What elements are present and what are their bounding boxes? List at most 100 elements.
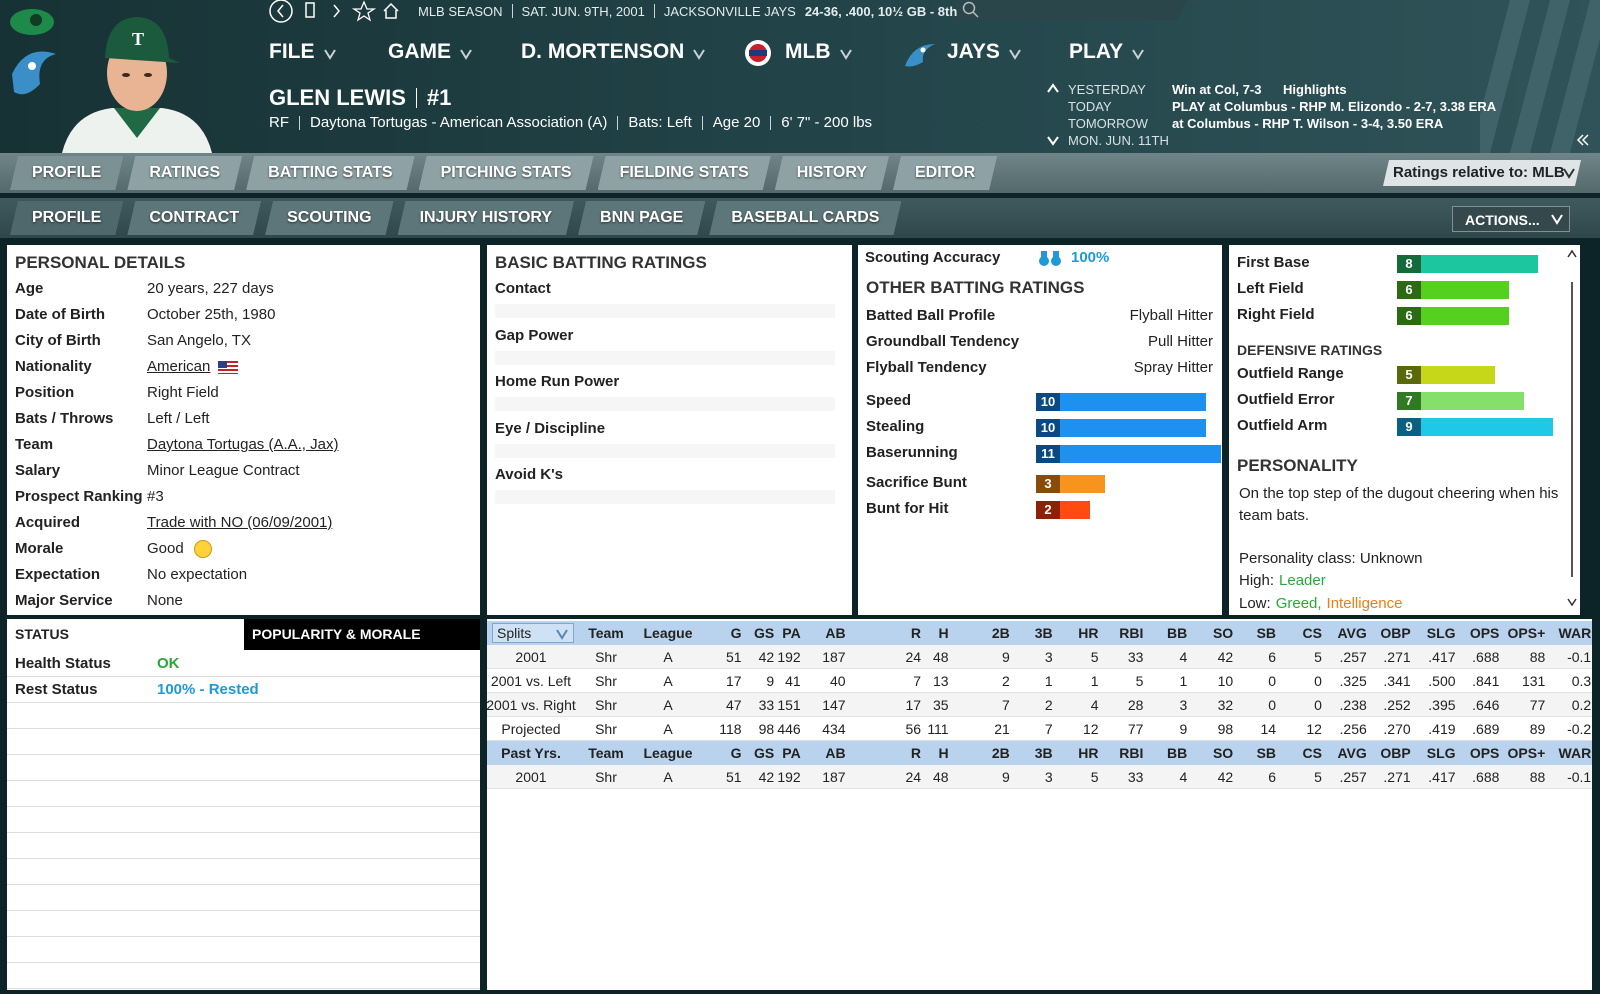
status-season: MLB SEASON <box>418 3 503 19</box>
detail-label: Salary <box>15 462 61 479</box>
ratings-relative-dropdown[interactable]: Ratings relative to: MLB <box>1383 160 1581 186</box>
table-cell: 118 <box>719 721 742 737</box>
table-cell: 1 <box>1044 673 1053 689</box>
schedule-text: PLAY at Columbus - RHP M. Elizondo - 2-7… <box>1172 99 1497 114</box>
table-cell: 51 <box>725 649 742 665</box>
tab[interactable]: PROFILE <box>10 156 123 190</box>
position-label: First Base <box>1237 254 1310 271</box>
column-header: OPS+ <box>1507 745 1546 761</box>
detail-value: October 25th, 1980 <box>147 306 276 323</box>
detail-value[interactable]: Daytona Tortugas (A.A., Jax) <box>147 436 339 453</box>
column-header: OPS+ <box>1507 625 1546 641</box>
table-cell: 2001 <box>515 649 547 665</box>
tab[interactable]: PITCHING STATS <box>419 156 594 190</box>
rating-track <box>495 397 835 411</box>
column-header: R <box>910 745 922 761</box>
tab[interactable]: BATTING STATS <box>246 156 414 190</box>
search-box[interactable] <box>955 0 1187 20</box>
column-header: 2B <box>991 625 1010 641</box>
table-cell: 187 <box>822 649 846 665</box>
menu-item[interactable]: GAME <box>388 40 451 63</box>
table-cell: Shr <box>595 769 617 785</box>
table-cell: .271 <box>1383 649 1411 665</box>
menu-item[interactable]: JAYS <box>947 40 1000 63</box>
tab[interactable]: CONTRACT <box>127 201 261 235</box>
splits-dropdown[interactable] <box>492 623 574 643</box>
column-header: CS <box>1302 625 1322 641</box>
table-cell: 12 <box>1082 721 1099 737</box>
tab[interactable]: BASEBALL CARDS <box>709 201 901 235</box>
separator <box>511 4 513 18</box>
menu-item[interactable]: D. MORTENSON <box>521 40 685 63</box>
table-cell: 21 <box>994 721 1010 737</box>
menu-item[interactable]: FILE <box>269 40 315 63</box>
table-cell: .257 <box>1339 769 1367 785</box>
table-cell: 5 <box>1090 649 1099 665</box>
column-header: SLG <box>1426 625 1456 641</box>
table-cell: 33 <box>1127 769 1144 785</box>
detail-value[interactable]: American <box>147 358 211 375</box>
tab[interactable]: BNN PAGE <box>578 201 705 235</box>
panel-title: OTHER BATTING RATINGS <box>866 278 1085 297</box>
actions-button[interactable]: ACTIONS... <box>1452 206 1570 232</box>
table-cell: 5 <box>1314 649 1322 665</box>
rating-bar <box>1397 281 1509 299</box>
table-cell: 24 <box>905 769 922 785</box>
table-cell: 48 <box>933 769 949 785</box>
table-cell: .256 <box>1339 721 1367 737</box>
separator <box>701 115 703 130</box>
tab[interactable]: FIELDING STATS <box>598 156 771 190</box>
schedule-arrows[interactable] <box>1046 82 1060 152</box>
player-info-item: 6' 7" - 200 lbs <box>781 114 873 131</box>
tab[interactable]: RATINGS <box>127 156 242 190</box>
status-tab[interactable]: POPULARITY & MORALE <box>244 619 480 650</box>
profile-value: Flyball Hitter <box>1129 307 1213 324</box>
player-number: #1 <box>426 85 452 110</box>
defense-label: Outfield Error <box>1237 391 1335 408</box>
collapse-icon[interactable] <box>1575 132 1591 148</box>
scrollbar[interactable] <box>1565 247 1579 613</box>
separator <box>653 4 655 18</box>
status-tab[interactable]: STATUS <box>7 619 244 650</box>
table-cell: 131 <box>1521 673 1546 689</box>
column-header: AB <box>825 625 846 641</box>
detail-value[interactable]: Trade with NO (06/09/2001) <box>147 514 333 531</box>
rating-track <box>495 443 835 458</box>
detail-value: San Angelo, TX <box>147 332 251 349</box>
table-cell: .841 <box>1472 673 1500 689</box>
rating-value: 2 <box>1036 501 1060 519</box>
league-logo <box>745 40 771 66</box>
table-cell: Projected <box>501 721 561 737</box>
separator <box>415 88 417 108</box>
table-cell: 28 <box>1127 697 1144 713</box>
splits-label[interactable]: Splits <box>497 625 532 641</box>
menu-item[interactable]: MLB <box>785 40 831 63</box>
player-name-line: GLEN LEWIS #1 <box>269 85 451 111</box>
column-header: SB <box>1256 625 1277 641</box>
separator <box>299 115 300 130</box>
tab[interactable]: PROFILE <box>10 201 123 235</box>
rating-track <box>495 304 835 318</box>
schedule-link[interactable]: Highlights <box>1283 82 1347 97</box>
rating-bar <box>1036 445 1221 463</box>
table-cell: .688 <box>1472 649 1500 665</box>
column-header: SB <box>1256 745 1277 761</box>
row-line <box>7 728 480 729</box>
column-header: OPS <box>1469 745 1500 761</box>
tab[interactable]: INJURY HISTORY <box>398 201 574 235</box>
detail-value: Good <box>147 540 184 557</box>
menu-item[interactable]: PLAY <box>1069 40 1124 63</box>
table-cell: .417 <box>1428 649 1456 665</box>
top-status-bar: MLB SEASON SAT. JUN. 9TH, 2001 JACKSONVILL… <box>418 1 957 21</box>
profile-value: Spray Hitter <box>1133 359 1213 376</box>
schedule-text: at Columbus - RHP T. Wilson - 3-4, 3.50 … <box>1172 116 1444 131</box>
tab[interactable]: SCOUTING <box>265 201 393 235</box>
schedule-day: YESTERDAY <box>1068 82 1146 97</box>
profile-label: Groundball Tendency <box>866 333 1020 350</box>
nav-icons <box>269 0 399 23</box>
table-cell: .325 <box>1339 673 1367 689</box>
tab[interactable]: HISTORY <box>775 156 889 190</box>
column-header: G <box>730 625 742 641</box>
table-cell: A <box>663 673 673 689</box>
tab[interactable]: EDITOR <box>893 156 997 190</box>
